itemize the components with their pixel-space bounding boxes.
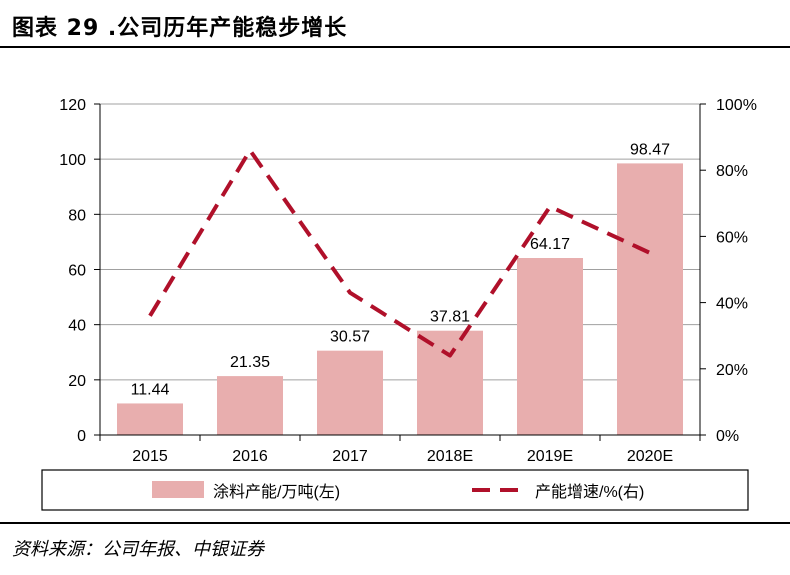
page-title: 图表 29 .公司历年产能稳步增长 xyxy=(12,16,348,41)
bar xyxy=(417,330,483,435)
x-tick-label: 2018E xyxy=(427,448,473,465)
left-tick-label: 80 xyxy=(68,207,86,224)
left-tick-label: 120 xyxy=(59,97,86,114)
x-axis-ticks: 2015 2016 2017 2018E 2019E 2020E xyxy=(132,448,673,465)
right-tick-label: 40% xyxy=(716,296,748,313)
left-axis-ticks: 0 20 40 60 80 100 120 xyxy=(59,97,86,445)
legend-bar-swatch xyxy=(152,481,204,498)
x-tick-label: 2015 xyxy=(132,448,168,465)
bar xyxy=(517,257,583,435)
bar xyxy=(217,376,283,435)
source-divider xyxy=(0,522,790,524)
bar xyxy=(317,350,383,435)
bar-value-label: 21.35 xyxy=(230,354,270,371)
chart: 11.44 21.35 30.57 37.81 64.17 98.47 0 20 40 60 80… xyxy=(41,97,757,511)
left-tick-label: 100 xyxy=(59,152,86,169)
right-axis-ticks: 0% 20% 40% 60% 80% 100% xyxy=(716,97,757,445)
bar xyxy=(617,163,683,436)
right-tick-label: 60% xyxy=(716,229,748,246)
growth-line xyxy=(148,148,651,358)
right-tick-label: 80% xyxy=(716,163,748,180)
legend: 涂料产能/万吨(左) 产能增速/%(右) xyxy=(41,469,749,511)
left-tick-label: 60 xyxy=(68,263,86,280)
x-tick-label: 2017 xyxy=(332,448,368,465)
x-tick-label: 2019E xyxy=(527,448,573,465)
bar-value-label: 37.81 xyxy=(430,309,470,326)
bar-value-label: 30.57 xyxy=(330,329,370,346)
x-tick-label: 2020E xyxy=(627,448,673,465)
bar-value-label: 98.47 xyxy=(630,141,670,158)
bar-value-label: 11.44 xyxy=(131,381,170,398)
left-tick-label: 40 xyxy=(68,318,86,335)
gridlines xyxy=(100,103,700,381)
x-tick-label: 2016 xyxy=(232,448,268,465)
right-tick-label: 20% xyxy=(716,362,748,379)
bar-series xyxy=(117,163,683,436)
title-divider xyxy=(0,46,790,48)
source-note: 资料来源：公司年报、中银证券 xyxy=(12,539,264,560)
left-tick-label: 0 xyxy=(77,428,86,445)
legend-line-label: 产能增速/%(右) xyxy=(535,483,644,501)
line-series xyxy=(148,148,651,358)
right-tick-label: 0% xyxy=(716,428,739,445)
bar-value-label: 64.17 xyxy=(530,236,570,253)
legend-box xyxy=(41,469,749,511)
legend-bar-label: 涂料产能/万吨(左) xyxy=(213,483,340,501)
axes xyxy=(94,103,706,441)
bar xyxy=(117,403,183,435)
right-tick-label: 100% xyxy=(716,97,757,114)
bar-data-labels: 11.44 21.35 30.57 37.81 64.17 98.47 xyxy=(131,141,671,398)
left-tick-label: 20 xyxy=(68,373,86,390)
